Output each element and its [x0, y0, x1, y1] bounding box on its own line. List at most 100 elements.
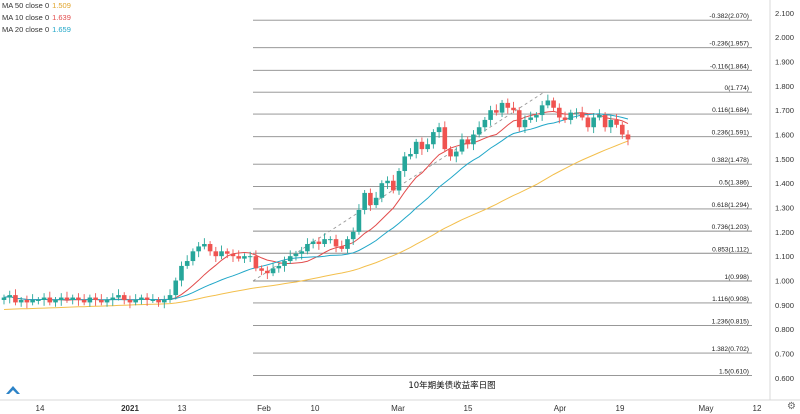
- candle-body: [144, 297, 150, 300]
- candle-body: [534, 115, 539, 118]
- candle-body: [81, 299, 87, 303]
- candle-body: [1, 297, 7, 300]
- candle-body: [390, 180, 396, 191]
- legend-ma20[interactable]: MA 20 close 0 1.659: [2, 24, 71, 36]
- x-tick-label: May: [698, 404, 713, 413]
- moving-averages: [3, 110, 629, 310]
- fib-level-label: 0(1.774): [724, 85, 749, 92]
- candle-body: [413, 141, 419, 154]
- candle-body: [207, 244, 213, 252]
- legend-ma10[interactable]: MA 10 close 0 1.639: [2, 12, 71, 24]
- candle-body: [64, 297, 70, 300]
- candle-body: [362, 192, 367, 210]
- y-tick-label: 1.500: [775, 155, 794, 164]
- legend-ma20-label: MA 20 close 0: [2, 25, 50, 34]
- indicator-legend: MA 50 close 0 1.509 MA 10 close 0 1.639 MA…: [2, 0, 71, 36]
- candle-body: [316, 241, 322, 245]
- candle-body: [30, 299, 35, 303]
- x-tick-label: 13: [178, 404, 187, 413]
- candle-body: [265, 270, 270, 274]
- x-axis: 14 2021 13 Feb 10 Mar 15 Apr 19 May 12: [36, 404, 762, 413]
- candle-body: [608, 119, 614, 128]
- x-tick-label: Feb: [257, 404, 271, 413]
- candle-body: [511, 107, 516, 111]
- candle-body: [499, 102, 505, 113]
- chart-caption: 10年期美债收益率日图: [408, 380, 495, 391]
- settings-gear-icon[interactable]: ⚙: [787, 401, 796, 412]
- candle-body: [190, 251, 196, 262]
- candle-body: [24, 299, 30, 303]
- candle-body: [196, 246, 201, 252]
- candle-body: [431, 132, 436, 145]
- candle-body: [236, 256, 242, 259]
- candle-body: [597, 115, 602, 118]
- legend-ma50-label: MA 50 close 0: [2, 1, 50, 10]
- candle-body: [539, 105, 545, 116]
- candle-body: [585, 117, 591, 128]
- candle-body: [339, 246, 345, 249]
- y-tick-label: 1.800: [775, 82, 794, 91]
- fib-level-label: 1.5(0.610): [719, 368, 749, 375]
- fib-level-label: 0.116(1.684): [712, 107, 749, 114]
- candle-body: [7, 295, 13, 298]
- x-tick-label: 15: [464, 404, 473, 413]
- candle-body: [310, 241, 316, 245]
- tradingview-logo-icon[interactable]: [5, 382, 21, 396]
- candle-body: [13, 295, 18, 303]
- candle-body: [276, 265, 282, 269]
- candle-body: [551, 100, 556, 108]
- candle-body: [47, 297, 53, 303]
- candle-body: [36, 299, 41, 301]
- candle-body: [270, 268, 276, 274]
- x-tick-label: 12: [753, 404, 762, 413]
- candle-body: [76, 297, 81, 300]
- candle-body: [522, 119, 528, 128]
- x-tick-label: 10: [311, 404, 320, 413]
- candle-body: [70, 297, 75, 300]
- candle-body: [425, 144, 430, 150]
- fib-level-label: 0.382(1.478): [712, 157, 749, 164]
- candle-body: [453, 151, 459, 157]
- x-tick-label: 19: [616, 404, 625, 413]
- y-tick-label: 0.900: [775, 301, 794, 310]
- candle-body: [99, 299, 104, 303]
- legend-ma50[interactable]: MA 50 close 0 1.509: [2, 0, 71, 12]
- candle-body: [110, 297, 116, 300]
- candle-body: [213, 251, 219, 257]
- candle-body: [482, 119, 488, 128]
- candle-body: [253, 256, 259, 269]
- candle-body: [602, 115, 608, 128]
- grid-layer: [0, 0, 800, 401]
- fib-level-label: 1.236(0.815): [712, 319, 749, 326]
- fib-level-label: 0.5(1.386): [719, 180, 749, 187]
- candle-body: [173, 280, 179, 296]
- candle-body: [322, 239, 327, 245]
- candle-body: [133, 299, 138, 303]
- candlesticks: [1, 94, 631, 309]
- trend-dashed-line: [252, 91, 545, 282]
- fib-level-label: 0.736(1.203): [712, 224, 749, 231]
- candle-body: [41, 297, 47, 300]
- fib-level-label: -0.382(2.070): [709, 13, 749, 20]
- candle-body: [104, 299, 110, 303]
- candle-body: [259, 268, 264, 271]
- fib-level-label: 1.382(0.702): [712, 346, 749, 353]
- ma50-line: [3, 140, 629, 310]
- fib-level-label: -0.236(1.957): [709, 41, 749, 48]
- candle-body: [87, 297, 93, 303]
- candle-body: [557, 107, 562, 118]
- candle-body: [568, 112, 574, 120]
- legend-ma20-value: 1.659: [52, 25, 71, 34]
- candle-body: [488, 110, 493, 120]
- candle-body: [379, 183, 385, 198]
- candle-body: [614, 119, 619, 125]
- candle-body: [93, 297, 98, 300]
- candle-body: [282, 261, 287, 266]
- candle-body: [373, 197, 379, 206]
- candle-body: [448, 149, 453, 157]
- candle-body: [242, 256, 247, 259]
- y-tick-label: 2.000: [775, 33, 794, 42]
- candle-body: [350, 231, 356, 240]
- candle-body: [356, 209, 362, 232]
- candle-body: [121, 295, 127, 300]
